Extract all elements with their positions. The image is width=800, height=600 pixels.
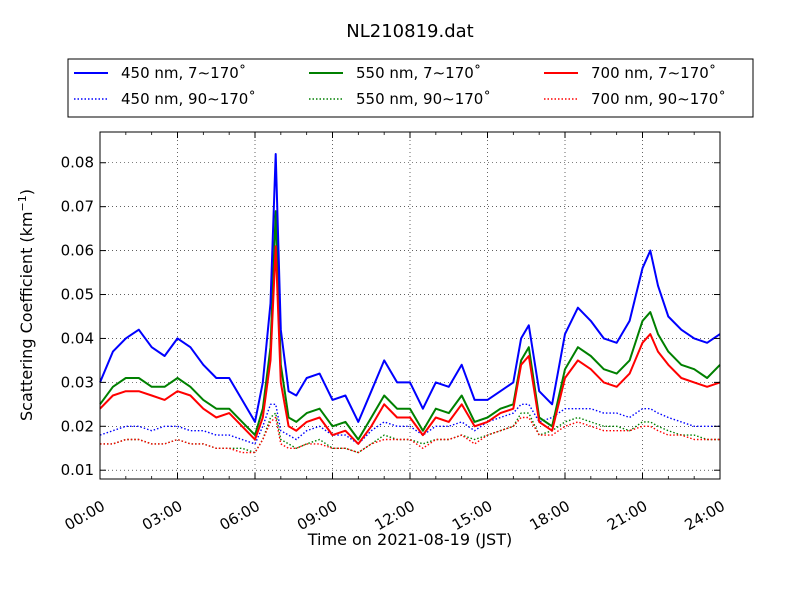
y-tick-label: 0.07 [61, 198, 94, 216]
legend-label: 700 nm, 90∼170˚ [591, 90, 726, 108]
x-tick-label: 03:00 [139, 497, 185, 534]
y-tick-label: 0.06 [61, 242, 94, 260]
series-line [99, 153, 721, 423]
x-tick-label: 18:00 [527, 497, 573, 534]
legend-label: 550 nm, 7∼170˚ [356, 64, 481, 82]
y-axis-label-exponent: −1 [16, 195, 29, 211]
legend-label: 450 nm, 7∼170˚ [121, 64, 246, 82]
series-line [99, 245, 721, 445]
y-axis-label: Scattering Coefficient (km−1) [16, 189, 36, 421]
y-tick-label: 0.02 [61, 417, 94, 435]
x-tick-label: 12:00 [372, 497, 418, 534]
x-tick-label: 06:00 [217, 497, 263, 534]
legend-label: 450 nm, 90∼170˚ [121, 90, 256, 108]
x-tick-label: 15:00 [449, 497, 495, 534]
series-layer [99, 153, 721, 454]
y-tick-label: 0.01 [61, 461, 94, 479]
legend: 450 nm, 7∼170˚ 450 nm, 90∼170˚ 550 nm, 7∼1… [74, 64, 726, 108]
legend-label: 700 nm, 7∼170˚ [591, 64, 716, 82]
y-tick-label: 0.05 [61, 286, 94, 304]
series-line [100, 416, 720, 454]
x-tick-label: 24:00 [682, 497, 728, 534]
x-axis-label: Time on 2021-08-19 (JST) [307, 530, 512, 549]
x-tick-label: 00:00 [62, 497, 108, 534]
x-tick-label: 21:00 [604, 497, 650, 534]
legend-label: 550 nm, 90∼170˚ [356, 90, 491, 108]
legend-box [67, 58, 754, 118]
series-line [99, 403, 720, 445]
y-tick-label: 0.08 [61, 154, 94, 172]
y-tick-label: 0.04 [61, 329, 94, 347]
y-axis-label-main: Scattering Coefficient (km [17, 211, 36, 421]
y-axis-label-close: ) [17, 189, 36, 195]
y-tick-label: 0.03 [61, 373, 94, 391]
plot-area [100, 132, 720, 479]
series-line [99, 210, 721, 441]
x-tick-label: 09:00 [294, 497, 340, 534]
chart-title: NL210819.dat [346, 21, 473, 42]
